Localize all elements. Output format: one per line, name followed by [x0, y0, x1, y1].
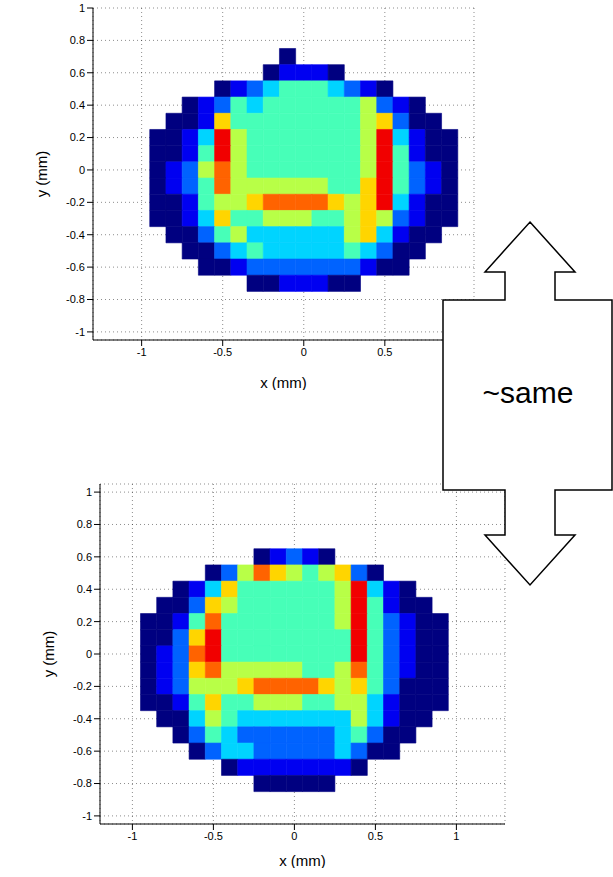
svg-text:-0.2: -0.2 [73, 680, 92, 692]
svg-text:y (mm): y (mm) [33, 151, 50, 198]
svg-text:0: 0 [79, 164, 85, 176]
svg-text:0.8: 0.8 [70, 34, 85, 46]
svg-text:0.5: 0.5 [377, 346, 392, 358]
svg-text:-0.6: -0.6 [73, 745, 92, 757]
svg-text:1: 1 [453, 830, 459, 842]
svg-text:-0.2: -0.2 [66, 196, 85, 208]
svg-text:0.2: 0.2 [77, 616, 92, 628]
svg-text:0: 0 [291, 830, 297, 842]
svg-text:y (mm): y (mm) [40, 631, 57, 678]
svg-text:-1: -1 [137, 346, 147, 358]
svg-text:-0.5: -0.5 [213, 346, 232, 358]
svg-text:0.5: 0.5 [368, 830, 383, 842]
svg-text:0.6: 0.6 [77, 551, 92, 563]
svg-text:-0.6: -0.6 [66, 261, 85, 273]
svg-text:1: 1 [79, 2, 85, 14]
svg-text:0.2: 0.2 [70, 131, 85, 143]
svg-text:x (mm): x (mm) [279, 852, 326, 868]
svg-text:-0.8: -0.8 [66, 293, 85, 305]
svg-text:-1: -1 [82, 810, 92, 822]
svg-text:-0.5: -0.5 [204, 830, 223, 842]
svg-text:-1: -1 [75, 326, 85, 338]
svg-text:0.4: 0.4 [70, 99, 85, 111]
svg-text:-0.4: -0.4 [66, 229, 85, 241]
svg-text:~same: ~same [483, 376, 574, 409]
svg-text:-0.4: -0.4 [73, 713, 92, 725]
svg-text:-0.8: -0.8 [73, 777, 92, 789]
svg-text:0: 0 [301, 346, 307, 358]
svg-text:0.8: 0.8 [77, 518, 92, 530]
svg-text:-1: -1 [128, 830, 138, 842]
svg-text:0.6: 0.6 [70, 67, 85, 79]
svg-text:0.4: 0.4 [77, 583, 92, 595]
svg-text:x (mm): x (mm) [260, 374, 307, 390]
svg-text:1: 1 [86, 486, 92, 498]
svg-text:0: 0 [86, 648, 92, 660]
